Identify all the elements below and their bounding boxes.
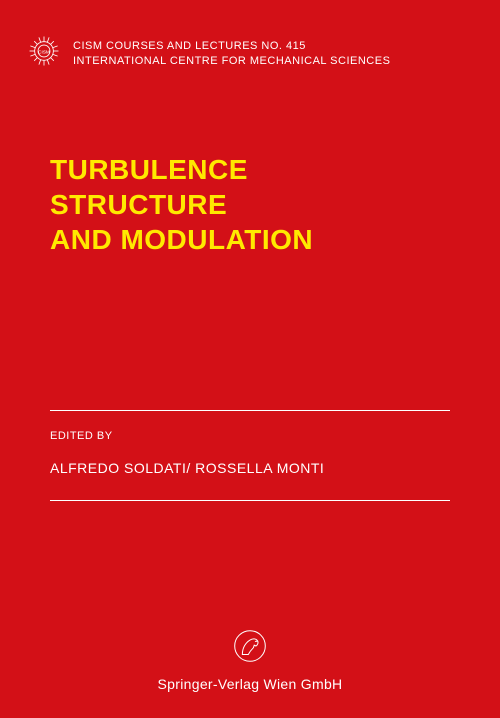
divider-bottom [50, 500, 450, 501]
publisher-block: Springer-Verlag Wien GmbH [0, 629, 500, 692]
series-header: CISM CISM COURSES AND LECTURES NO. 415 I… [27, 34, 500, 73]
series-line-2: INTERNATIONAL CENTRE FOR MECHANICAL SCIE… [73, 54, 390, 69]
divider-top [50, 410, 450, 411]
edited-block: EDITED BY ALFREDO SOLDATI/ ROSSELLA MONT… [50, 430, 324, 476]
svg-text:CISM: CISM [38, 50, 50, 55]
edited-by-label: EDITED BY [50, 430, 324, 442]
springer-horse-icon [233, 629, 267, 668]
publisher-name: Springer-Verlag Wien GmbH [158, 676, 343, 692]
title-block: TURBULENCE STRUCTURE AND MODULATION [50, 152, 313, 257]
series-header-text: CISM COURSES AND LECTURES NO. 415 INTERN… [73, 39, 390, 69]
title-line-2: STRUCTURE [50, 187, 313, 222]
title-line-3: AND MODULATION [50, 222, 313, 257]
cism-logo-icon: CISM [27, 34, 61, 73]
book-cover: CISM CISM COURSES AND LECTURES NO. 415 I… [0, 0, 500, 718]
series-line-1: CISM COURSES AND LECTURES NO. 415 [73, 39, 390, 54]
editors-names: ALFREDO SOLDATI/ ROSSELLA MONTI [50, 460, 324, 476]
title-line-1: TURBULENCE [50, 152, 313, 187]
